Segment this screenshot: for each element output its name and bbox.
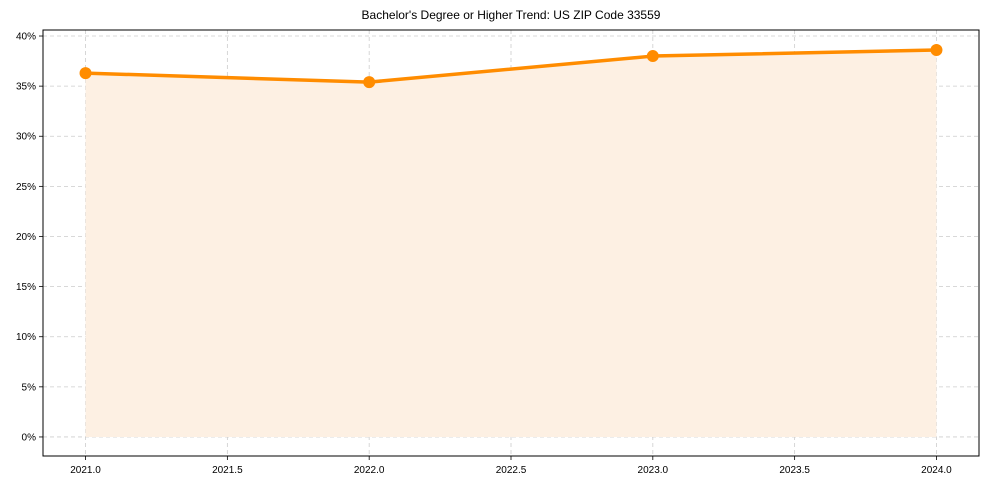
y-tick-label: 10% [16,332,36,343]
data-point-marker [646,50,659,63]
x-tick-label: 2021.5 [212,465,243,476]
x-tick-label: 2024.0 [921,465,952,476]
data-line [83,48,939,84]
y-tick-label: 0% [22,432,37,443]
data-markers [79,44,943,89]
area-fill [85,50,937,437]
series-line [83,48,939,84]
x-tick-label: 2023.0 [638,465,669,476]
area-fill-region [85,50,937,437]
y-tick-label: 40% [16,32,36,43]
x-tick-label: 2022.5 [496,465,527,476]
x-tick-label: 2023.5 [779,465,810,476]
x-tick-label: 2021.0 [70,465,101,476]
y-tick-label: 20% [16,232,36,243]
data-point-marker [79,67,92,80]
chart-title: Bachelor's Degree or Higher Trend: US ZI… [362,8,661,22]
y-tick-label: 15% [16,282,36,293]
x-axis-ticks: 2021.0 2021.5 2022.0 2022.5 2023.0 2023.5 2024… [70,456,952,476]
data-point-marker [363,76,376,89]
y-tick-label: 5% [22,382,37,393]
y-tick-label: 30% [16,132,36,143]
y-tick-label: 25% [16,182,36,193]
data-point-marker [930,44,943,57]
x-tick-label: 2022.0 [354,465,385,476]
y-axis-ticks: 0% 5% 10% 15% 20% 25% 30% 35% 40% [16,32,43,443]
y-tick-label: 35% [16,82,36,93]
